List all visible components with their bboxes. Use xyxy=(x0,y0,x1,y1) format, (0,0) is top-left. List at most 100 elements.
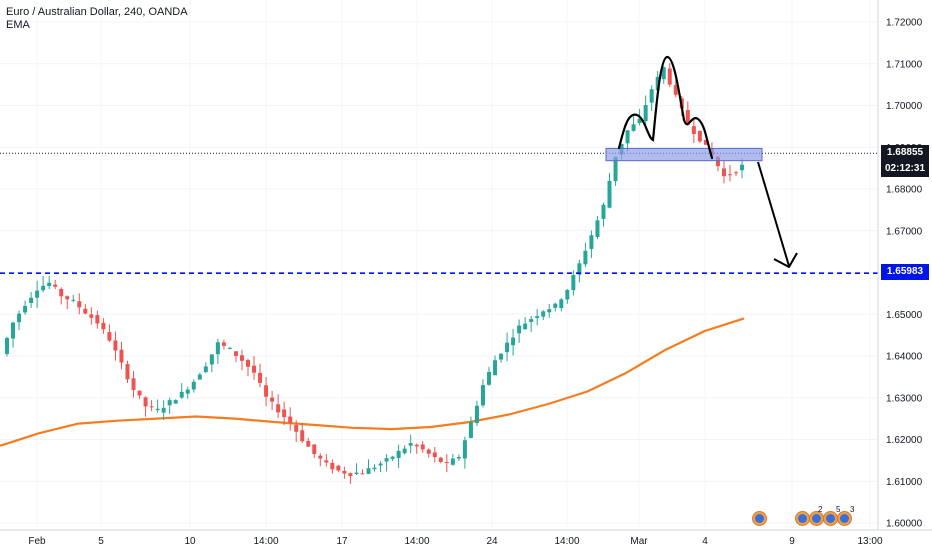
time-axis[interactable]: Feb 5 10 14:00 17 14:00 24 14:00 Mar 4 9 13:00 xyxy=(28,536,883,547)
candle-body xyxy=(203,366,208,373)
candle-body xyxy=(703,139,708,145)
candle-body xyxy=(5,337,9,354)
candle-body xyxy=(185,389,190,394)
neckline-zone[interactable] xyxy=(605,147,763,162)
candle-body xyxy=(691,126,696,135)
candle-body xyxy=(348,473,353,477)
candle-body xyxy=(372,467,377,470)
candle-body xyxy=(209,354,214,365)
candle-body xyxy=(89,314,94,318)
projection-arrow-head[interactable] xyxy=(773,252,798,268)
drawings[interactable] xyxy=(0,55,878,275)
price-tick-label: 1.63000 xyxy=(886,393,923,404)
candle-body xyxy=(462,440,467,459)
candle-body xyxy=(378,463,383,466)
head-and-shoulders-drawing[interactable] xyxy=(617,55,714,160)
candle-body xyxy=(487,371,491,385)
grid xyxy=(0,21,878,524)
candle-body xyxy=(529,319,534,322)
candle-body xyxy=(734,172,739,174)
price-tick-label: 1.68000 xyxy=(886,185,923,196)
projection-arrow-shaft[interactable] xyxy=(757,161,790,267)
candle-body xyxy=(601,204,606,219)
candle-body xyxy=(47,282,52,287)
candle-body xyxy=(505,342,510,353)
candle-body xyxy=(565,290,570,300)
candle-body xyxy=(366,468,371,474)
candle-body xyxy=(282,409,287,418)
candle-body xyxy=(408,443,413,446)
candle-body xyxy=(637,118,642,123)
price-tick-label: 1.70000 xyxy=(886,101,923,112)
candle-body xyxy=(312,444,317,455)
candle-body xyxy=(233,351,238,356)
candle-body xyxy=(227,347,232,349)
candle-body xyxy=(499,353,504,360)
candle-body xyxy=(318,455,323,459)
candle-body xyxy=(23,305,28,313)
candle-body xyxy=(667,68,672,85)
time-tick-label: 14:00 xyxy=(253,536,278,547)
candle-body xyxy=(631,124,636,131)
candle-body xyxy=(402,448,407,454)
candle-body xyxy=(456,456,461,459)
candle-body xyxy=(71,299,76,301)
candle-body xyxy=(137,390,142,396)
candle-body xyxy=(288,416,293,424)
candle-body xyxy=(270,397,275,402)
candle-body xyxy=(740,164,745,171)
candle-body xyxy=(300,430,305,442)
indicator-label[interactable]: EMA xyxy=(6,19,30,31)
candle-body xyxy=(655,76,660,91)
symbol-title: Euro / Australian Dollar, 240, OANDA xyxy=(6,6,188,18)
candle-body xyxy=(276,404,281,413)
candle-body xyxy=(246,360,250,367)
price-tick-label: 1.67000 xyxy=(886,226,923,237)
candle-body xyxy=(384,458,389,462)
economic-event-icon[interactable] xyxy=(837,511,852,526)
event-count-label: 3 xyxy=(850,505,855,514)
candle-body xyxy=(197,374,202,380)
candle-body xyxy=(101,322,106,330)
price-tick-label: 1.72000 xyxy=(886,18,923,29)
candle-body xyxy=(11,322,16,339)
current-price-label: 1.68855 xyxy=(881,145,929,161)
candles xyxy=(5,63,745,484)
candle-body xyxy=(131,378,136,390)
candle-body xyxy=(29,297,34,303)
ema-line xyxy=(0,317,745,447)
price-tick-label: 1.71000 xyxy=(886,59,923,70)
candle-body xyxy=(252,365,257,373)
candle-body xyxy=(161,407,166,413)
candle-body xyxy=(595,220,600,237)
event-count-label: 2 xyxy=(818,505,823,514)
candle-body xyxy=(523,323,528,330)
economic-event-icon[interactable] xyxy=(795,511,810,526)
price-tick-label: 1.62000 xyxy=(886,435,923,446)
economic-event-icon[interactable] xyxy=(752,511,767,526)
candle-body xyxy=(221,342,226,346)
price-tick-label: 1.60000 xyxy=(886,519,923,530)
candle-body xyxy=(342,470,347,474)
candle-body xyxy=(17,313,22,323)
candle-body xyxy=(517,325,522,334)
candle-body xyxy=(450,458,455,465)
candle-body xyxy=(438,457,443,462)
time-tick-label: 24 xyxy=(486,536,498,547)
price-tick-label: 1.64000 xyxy=(886,352,923,363)
time-tick-label: 5 xyxy=(98,536,104,547)
candle-body xyxy=(107,332,112,341)
chart-legend: Euro / Australian Dollar, 240, OANDA EMA xyxy=(6,6,188,32)
candle-body xyxy=(649,89,654,103)
candle-body xyxy=(294,425,299,432)
candle-body xyxy=(258,372,263,383)
candle-body xyxy=(125,364,130,380)
time-tick-label: 14:00 xyxy=(404,536,429,547)
candle-body xyxy=(65,296,70,300)
candle-body xyxy=(83,308,88,314)
time-tick-label: 14:00 xyxy=(554,536,579,547)
price-tick-label: 1.65000 xyxy=(886,310,923,321)
time-tick-label: 9 xyxy=(789,536,795,547)
candle-body xyxy=(697,130,702,142)
